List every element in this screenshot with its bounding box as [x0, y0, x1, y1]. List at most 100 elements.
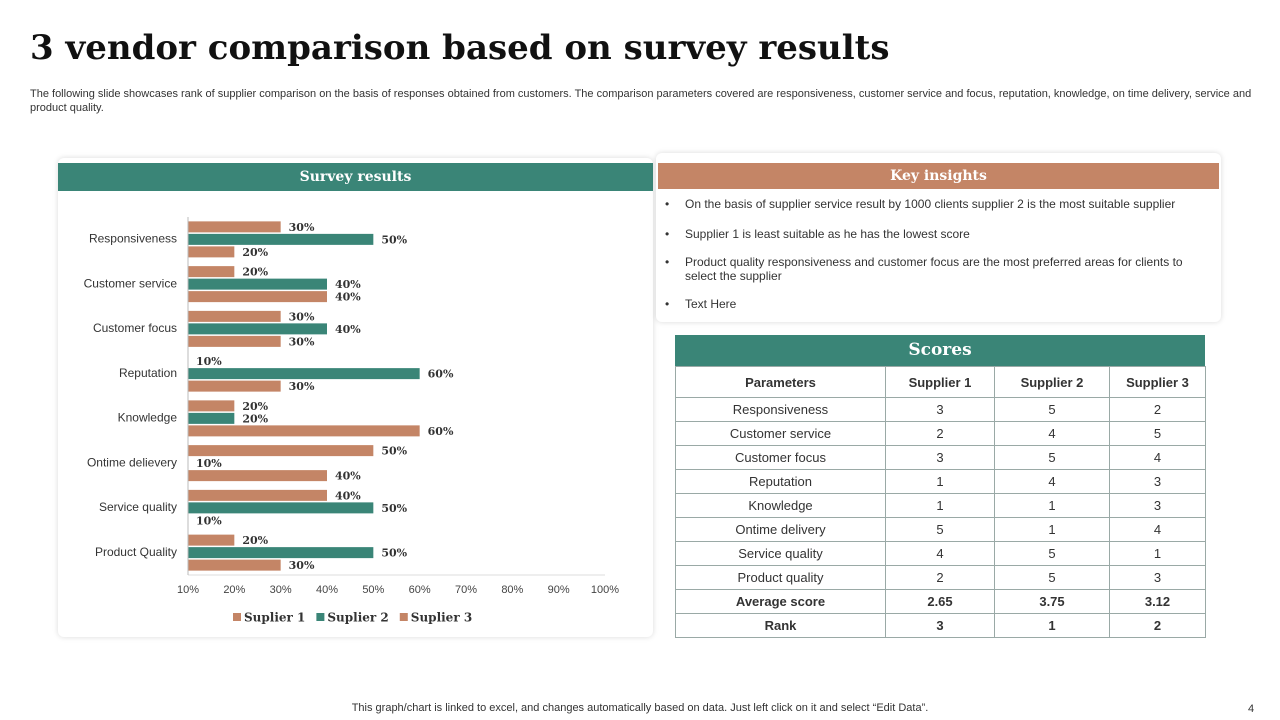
bar: [188, 221, 281, 233]
insights-panel: Key insights On the basis of supplier se…: [656, 153, 1221, 322]
legend-swatch: [399, 613, 408, 621]
insight-bullet: Text Here: [665, 297, 1185, 311]
data-label: 60%: [428, 425, 454, 438]
table-row: Reputation 1 4 3: [675, 469, 1206, 494]
data-label: 40%: [335, 291, 361, 304]
data-label: 10%: [196, 514, 222, 527]
table-row: Product quality 2 5 3: [675, 565, 1206, 590]
data-label: 30%: [289, 221, 315, 234]
table-row: Ontime delivery 5 1 4: [675, 517, 1206, 542]
bar: [188, 278, 327, 290]
table-cell: 3: [885, 613, 995, 638]
table-cell: Average score: [675, 589, 886, 614]
data-label: 60%: [428, 368, 454, 381]
table-cell: 5: [994, 565, 1110, 590]
x-tick-label: 50%: [362, 584, 384, 596]
bar: [188, 380, 281, 392]
bar: [188, 559, 281, 571]
header-cell: Supplier 1: [885, 366, 995, 398]
bar: [188, 310, 281, 322]
table-cell: 4: [1109, 517, 1206, 542]
insights-title: Key insights: [658, 163, 1219, 189]
x-tick-label: 20%: [223, 584, 245, 596]
bar: [188, 291, 327, 303]
y-tick-label: Product Quality: [95, 545, 177, 559]
data-label: 30%: [289, 335, 315, 348]
x-tick-label: 70%: [455, 584, 477, 596]
x-tick-label: 80%: [501, 584, 523, 596]
table-cell: Service quality: [675, 541, 886, 566]
x-tick-label: 60%: [409, 584, 431, 596]
table-cell: 1: [994, 517, 1110, 542]
table-cell: 2: [1109, 397, 1206, 422]
table-row: Responsiveness 3 5 2: [675, 397, 1206, 422]
table-cell: 2: [885, 421, 995, 446]
bar: [188, 445, 374, 457]
table-row: Service quality 4 5 1: [675, 541, 1206, 566]
table-title: Scores: [675, 335, 1205, 366]
bar: [188, 534, 235, 546]
bar: [188, 400, 235, 412]
table-row: Average score 2.65 3.75 3.12: [675, 589, 1206, 614]
legend-label: Suplier 1: [244, 611, 305, 625]
data-label: 10%: [196, 457, 222, 470]
slide-title: 3 vendor comparison based on survey resu…: [30, 28, 890, 68]
header-cell: Supplier 2: [994, 366, 1110, 398]
data-label: 20%: [242, 534, 268, 547]
data-label: 50%: [381, 547, 407, 560]
bar: [188, 502, 374, 514]
data-label: 40%: [335, 470, 361, 483]
legend-label: Suplier 2: [327, 611, 388, 625]
table-cell: 5: [994, 445, 1110, 470]
x-tick-label: 100%: [591, 584, 619, 596]
table-row: Knowledge 1 1 3: [675, 493, 1206, 518]
bar: [188, 266, 235, 278]
scores-table-block: Scores Parameters Supplier 1 Supplier 2 Sup…: [675, 335, 1206, 638]
legend-swatch: [316, 613, 325, 621]
y-tick-label: Customer focus: [93, 321, 177, 335]
insight-bullet: On the basis of supplier service result …: [665, 197, 1185, 211]
chart: 10% 20% 30% 40% 50% 60% 70% 80% 90% 100% Responsiv…: [84, 217, 619, 625]
table-cell: 1: [885, 469, 995, 494]
insight-bullet: Product quality responsiveness and custo…: [665, 255, 1185, 283]
data-label: 30%: [289, 380, 315, 393]
table-cell: Reputation: [675, 469, 886, 494]
bar: [188, 489, 327, 501]
x-tick-label: 90%: [548, 584, 570, 596]
bar: [188, 335, 281, 347]
data-label: 40%: [335, 323, 361, 336]
data-label: 30%: [289, 559, 315, 572]
table-cell: 2.65: [885, 589, 995, 614]
bar: [188, 470, 327, 482]
x-tick-label: 30%: [270, 584, 292, 596]
table-cell: Customer focus: [675, 445, 886, 470]
data-label: 20%: [242, 412, 268, 425]
legend-swatch: [233, 613, 241, 621]
table-cell: 3: [885, 397, 995, 422]
table-row: Customer focus 3 5 4: [675, 445, 1206, 470]
footer-note: This graph/chart is linked to excel, and…: [351, 702, 929, 714]
table-cell: 1: [994, 493, 1110, 518]
y-tick-label: Reputation: [119, 366, 177, 380]
header-cell: Parameters: [675, 366, 886, 398]
data-label: 30%: [289, 310, 315, 323]
y-tick-label: Ontime delievery: [87, 455, 177, 469]
scores-table: Parameters Supplier 1 Supplier 2 Supplier 3…: [675, 366, 1206, 638]
bar: [188, 547, 374, 559]
y-tick-label: Service quality: [99, 500, 177, 514]
table-cell: 2: [885, 565, 995, 590]
table-cell: 1: [885, 493, 995, 518]
data-label: 50%: [381, 445, 407, 458]
slide-description: The following slide showcases rank of su…: [30, 88, 1252, 114]
data-label: 20%: [242, 266, 268, 279]
y-tick-label: Responsiveness: [89, 232, 177, 246]
table-cell: Knowledge: [675, 493, 886, 518]
bar: [188, 246, 235, 258]
data-label: 40%: [335, 278, 361, 291]
bar: [188, 323, 327, 335]
table-row: Rank 3 1 2: [675, 613, 1206, 638]
insight-bullet: Supplier 1 is least suitable as he has t…: [665, 227, 1185, 241]
data-label: 20%: [242, 246, 268, 259]
table-cell: 3: [1109, 469, 1206, 494]
table-cell: 4: [1109, 445, 1206, 470]
